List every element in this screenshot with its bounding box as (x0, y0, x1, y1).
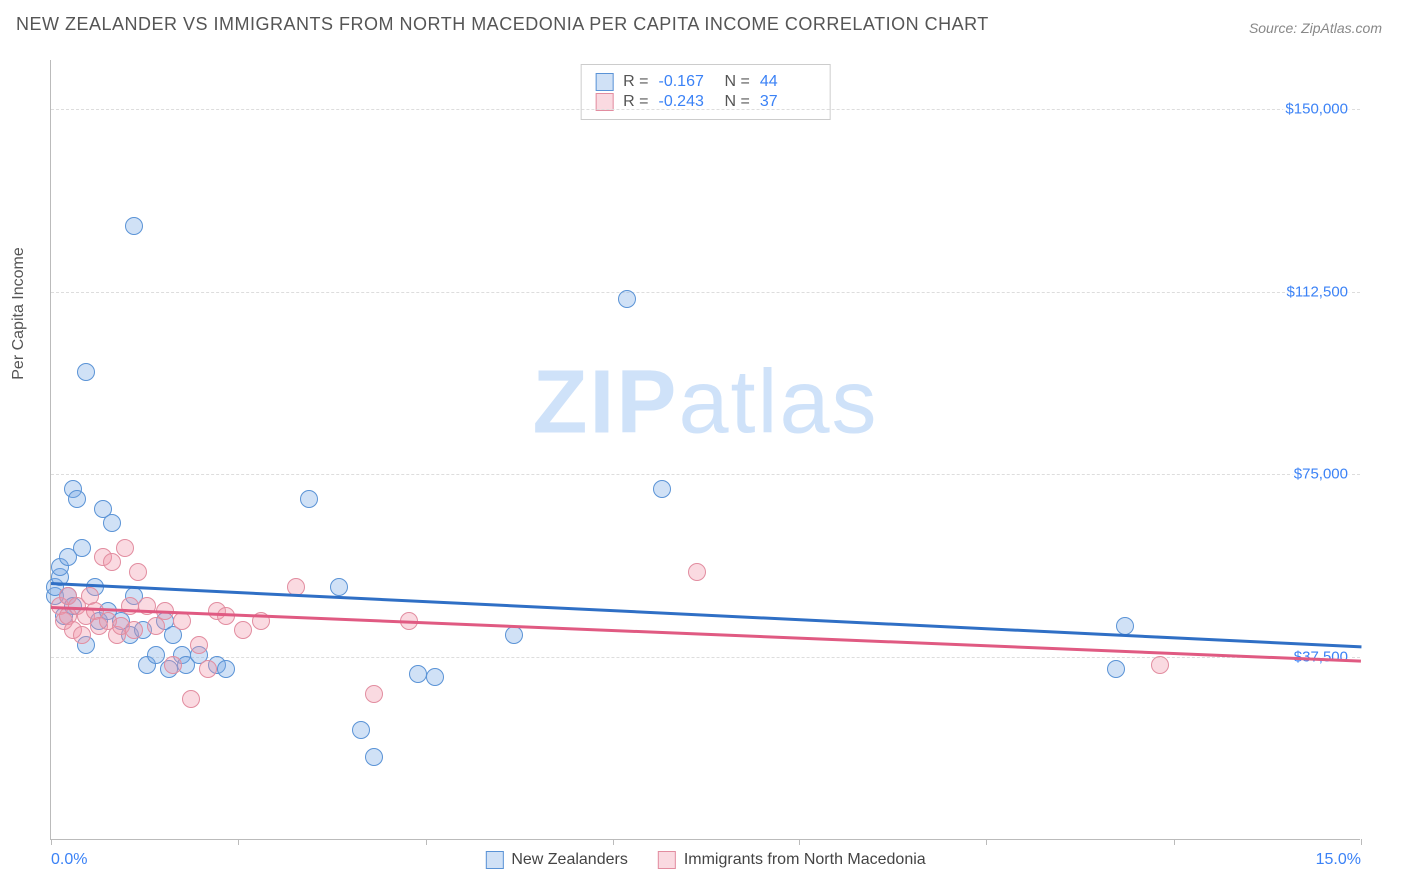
data-point-nz (103, 514, 121, 532)
data-point-nm (164, 656, 182, 674)
data-point-nm (688, 563, 706, 581)
data-point-nm (190, 636, 208, 654)
data-point-nm (234, 621, 252, 639)
x-tick-mark (426, 839, 427, 845)
x-tick-mark (986, 839, 987, 845)
data-point-nz (147, 646, 165, 664)
swatch-nz-icon (485, 851, 503, 869)
data-point-nz (653, 480, 671, 498)
data-point-nz (365, 748, 383, 766)
correlation-stats-box: R =-0.167 N =44 R =-0.243 N =37 (580, 64, 831, 120)
y-tick-label: $150,000 (1283, 100, 1350, 117)
data-point-nz (77, 363, 95, 381)
data-point-nm (365, 685, 383, 703)
data-point-nm (1151, 656, 1169, 674)
data-point-nz (409, 665, 427, 683)
x-tick-label: 15.0% (1316, 851, 1361, 869)
source-attribution: Source: ZipAtlas.com (1249, 20, 1382, 36)
data-point-nz (73, 539, 91, 557)
data-point-nm (125, 621, 143, 639)
x-tick-mark (613, 839, 614, 845)
legend: New Zealanders Immigrants from North Mac… (485, 851, 925, 869)
data-point-nz (618, 290, 636, 308)
swatch-nz-icon (595, 73, 613, 91)
legend-item-nz: New Zealanders (485, 851, 628, 869)
legend-label: New Zealanders (511, 851, 628, 869)
swatch-nm-icon (658, 851, 676, 869)
x-tick-mark (238, 839, 239, 845)
x-tick-mark (1174, 839, 1175, 845)
data-point-nz (1107, 660, 1125, 678)
data-point-nz (426, 668, 444, 686)
data-point-nz (505, 626, 523, 644)
scatter-plot-area: ZIPatlas R =-0.167 N =44 R =-0.243 N =37… (50, 60, 1360, 840)
gridline (51, 292, 1360, 293)
data-point-nz (300, 490, 318, 508)
data-point-nm (116, 539, 134, 557)
x-tick-mark (51, 839, 52, 845)
data-point-nz (330, 578, 348, 596)
data-point-nm (199, 660, 217, 678)
y-tick-label: $75,000 (1292, 466, 1350, 483)
data-point-nz (352, 721, 370, 739)
x-tick-label: 0.0% (51, 851, 87, 869)
data-point-nz (68, 490, 86, 508)
y-tick-label: $112,500 (1285, 283, 1350, 300)
legend-label: Immigrants from North Macedonia (684, 851, 926, 869)
watermark-text: ZIPatlas (532, 351, 878, 454)
data-point-nm (103, 553, 121, 571)
data-point-nz (125, 217, 143, 235)
stats-row-nz: R =-0.167 N =44 (595, 73, 816, 91)
legend-item-nm: Immigrants from North Macedonia (658, 851, 926, 869)
data-point-nz (1116, 617, 1134, 635)
y-axis-label: Per Capita Income (10, 247, 28, 380)
data-point-nz (217, 660, 235, 678)
data-point-nm (73, 626, 91, 644)
gridline (51, 474, 1360, 475)
data-point-nm (129, 563, 147, 581)
x-tick-mark (1361, 839, 1362, 845)
data-point-nm (182, 690, 200, 708)
chart-title: NEW ZEALANDER VS IMMIGRANTS FROM NORTH M… (16, 14, 989, 35)
x-tick-mark (799, 839, 800, 845)
gridline (51, 109, 1360, 110)
